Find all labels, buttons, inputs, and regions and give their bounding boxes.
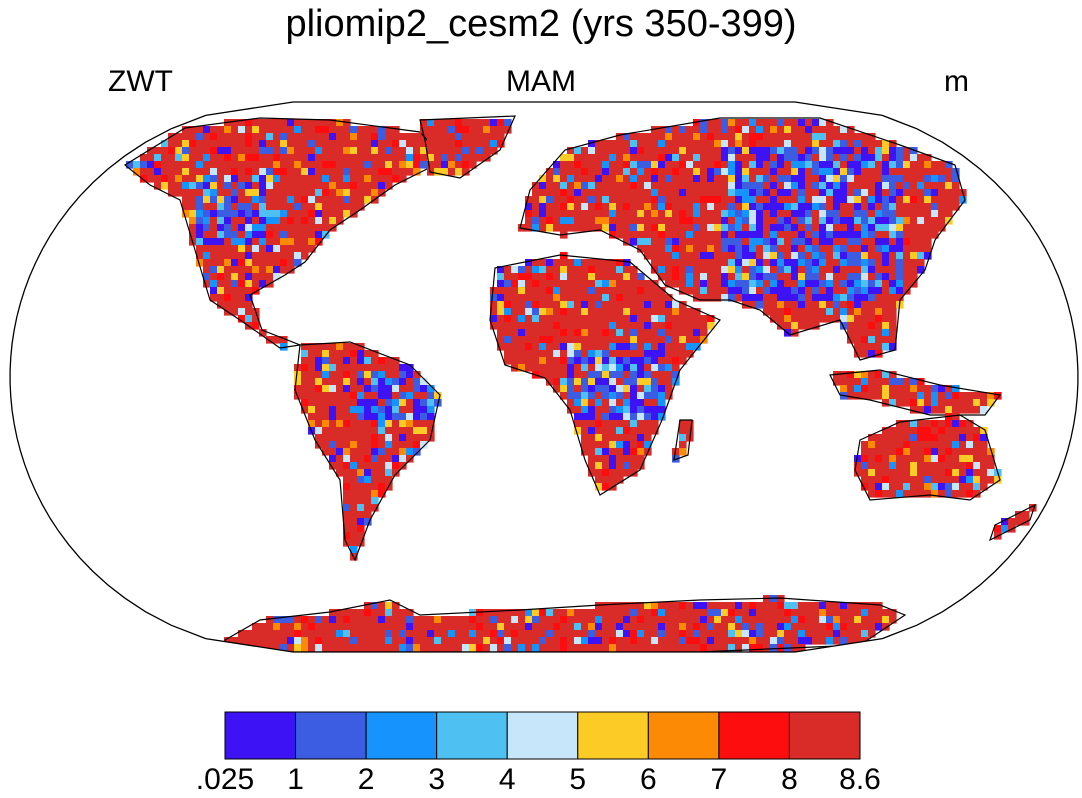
season-label: MAM bbox=[506, 65, 576, 98]
continent-australia bbox=[854, 413, 1002, 501]
coastline-madagascar bbox=[673, 419, 693, 461]
colorbar-tick-label: 3 bbox=[428, 763, 445, 796]
colorbar-swatch bbox=[647, 711, 720, 760]
colorbar-tick-label: 4 bbox=[498, 763, 516, 796]
colorbar-swatch bbox=[577, 711, 649, 760]
coastline-antarctica bbox=[224, 597, 907, 652]
colorbar bbox=[224, 711, 861, 760]
coastline-greenland bbox=[419, 115, 516, 179]
colorbar-tick-label: 2 bbox=[357, 763, 375, 796]
coastline-australia bbox=[854, 414, 1001, 501]
coastline-north-america bbox=[123, 117, 446, 349]
coastline-eurasia bbox=[519, 117, 966, 361]
colorbar-tick-label: 6 bbox=[639, 763, 657, 796]
colorbar-swatch bbox=[295, 711, 367, 760]
continent-eurasia bbox=[518, 117, 967, 361]
colorbar-tick-label: 8.6 bbox=[839, 763, 881, 796]
variable-label: ZWT bbox=[108, 65, 173, 98]
map-boundary bbox=[9, 101, 1079, 653]
colorbar-swatch bbox=[718, 711, 790, 760]
colorbar-tick-label: .025 bbox=[195, 763, 255, 796]
colorbar-tick-label: 1 bbox=[287, 763, 304, 796]
colorbar-swatch bbox=[788, 711, 861, 760]
continent-antarctica bbox=[224, 595, 907, 652]
coastline-south-america bbox=[294, 341, 441, 562]
colorbar-swatch bbox=[506, 711, 579, 760]
colorbar-swatch bbox=[436, 711, 508, 760]
continent-africa bbox=[489, 252, 721, 496]
colorbar-tick-label: 8 bbox=[781, 763, 798, 796]
coastline-africa bbox=[489, 254, 721, 496]
colorbar-swatch bbox=[365, 711, 438, 760]
continent-indonesia bbox=[829, 369, 1002, 416]
continent-south-america bbox=[294, 341, 442, 562]
continent-new-zealand bbox=[988, 503, 1037, 542]
coastline-new-zealand bbox=[988, 503, 1037, 542]
colorbar-tick-label: 7 bbox=[710, 763, 728, 796]
colorbar-swatch bbox=[224, 711, 297, 760]
continent-greenland bbox=[419, 115, 516, 179]
coastline-indonesia bbox=[829, 369, 1002, 416]
map-title: pliomip2_cesm2 (yrs 350-399) bbox=[285, 3, 797, 45]
continent-north-america bbox=[123, 117, 446, 351]
continent-madagascar bbox=[672, 419, 694, 463]
colorbar-tick-label: 5 bbox=[569, 763, 587, 796]
units-label: m bbox=[944, 65, 969, 98]
land-field bbox=[123, 115, 1037, 652]
